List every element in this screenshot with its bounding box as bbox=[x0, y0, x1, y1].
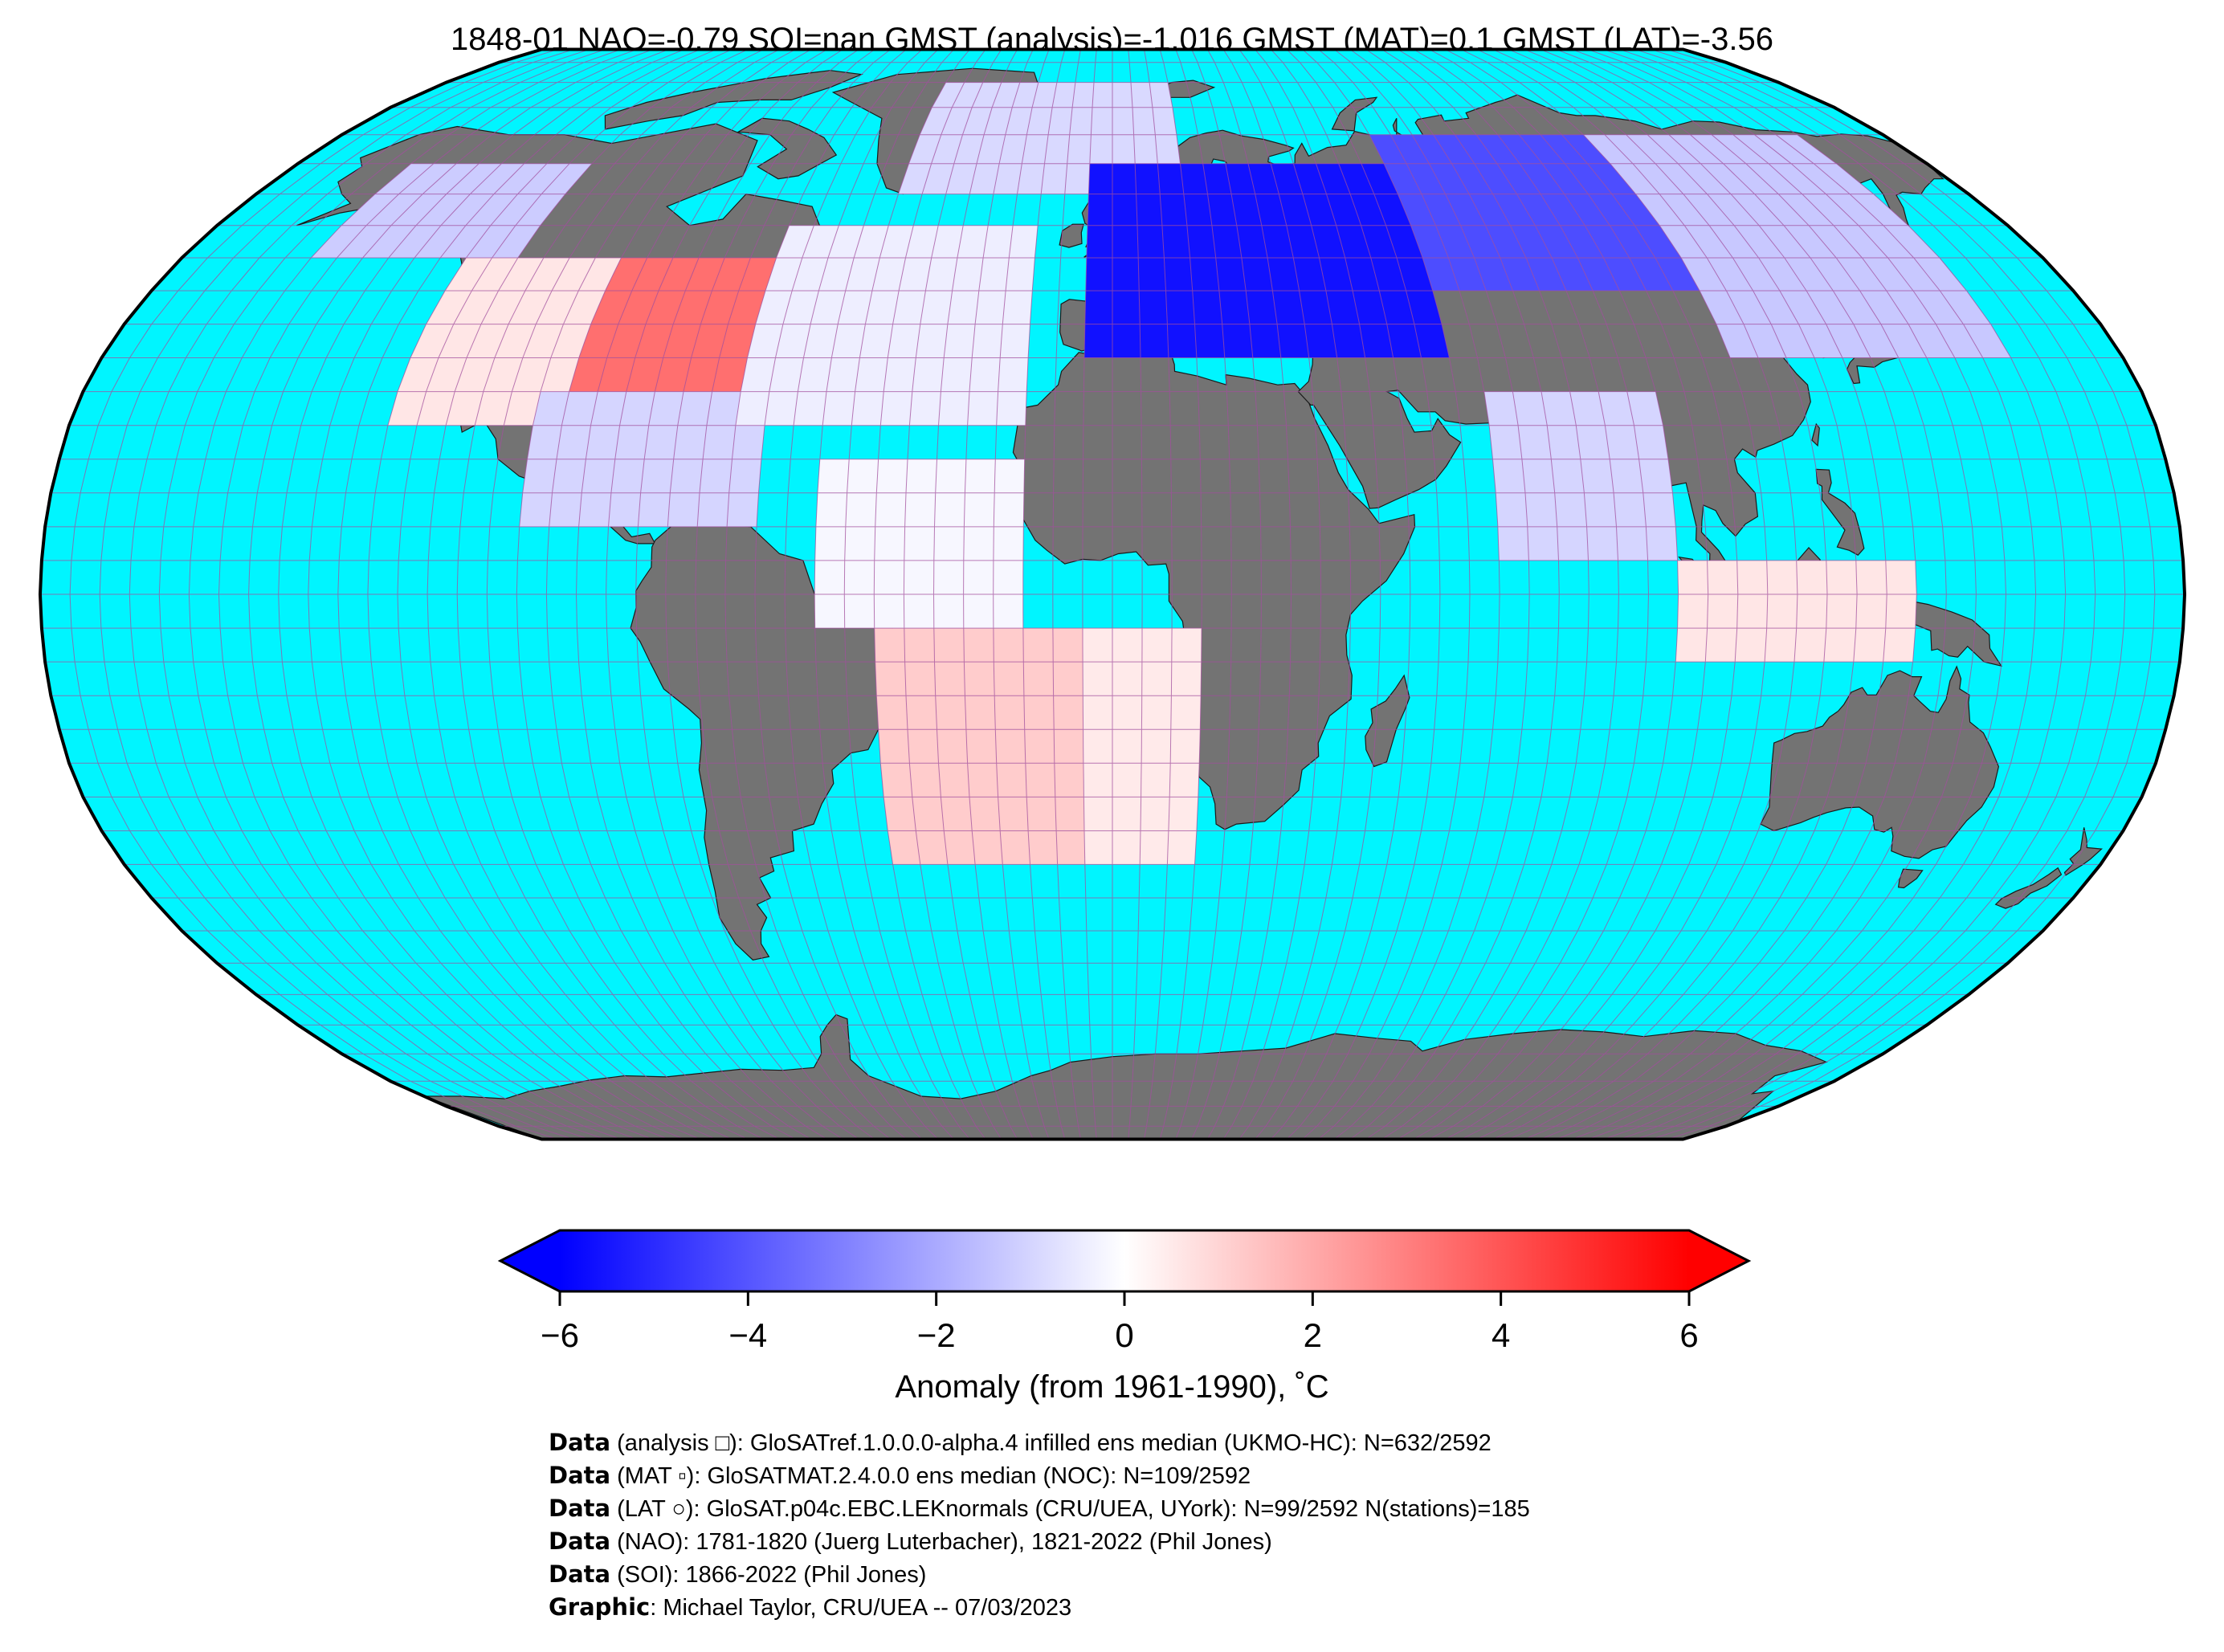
landmass-africa bbox=[1008, 344, 1416, 830]
anomaly-cell-region bbox=[874, 628, 1085, 865]
credit-key: Data bbox=[549, 1429, 611, 1456]
credit-line: Data (NAO): 1781-1820 (Juerg Luterbacher… bbox=[549, 1525, 2075, 1558]
credit-key: Data bbox=[549, 1528, 611, 1555]
credit-key: Graphic bbox=[549, 1593, 651, 1621]
anomaly-map bbox=[38, 47, 2187, 1141]
credit-line: Data (analysis □): GloSATref.1.0.0.0-alp… bbox=[549, 1426, 2075, 1459]
colorbar-ticks bbox=[558, 1291, 1691, 1306]
credit-text: : Michael Taylor, CRU/UEA -- 07/03/2023 bbox=[650, 1595, 1072, 1621]
landmass-australia bbox=[1760, 665, 2000, 859]
colorbar-tick-label: 0 bbox=[1115, 1316, 1134, 1354]
credit-line: Data (MAT ▫): GloSATMAT.2.4.0.0 ens medi… bbox=[549, 1459, 2075, 1492]
colorbar-tick-label: 6 bbox=[1679, 1316, 1699, 1354]
colorbar-gradient bbox=[560, 1230, 1689, 1291]
data-credits: Data (analysis □): GloSATref.1.0.0.0-alp… bbox=[549, 1426, 2075, 1624]
landmass-novaya-zemlya bbox=[1331, 96, 1378, 132]
landmass-ireland bbox=[1059, 223, 1084, 248]
credit-text: (analysis □): GloSATref.1.0.0.0-alpha.4 … bbox=[610, 1430, 1492, 1456]
anomaly-cell-region bbox=[1084, 163, 1450, 358]
credit-text: (LAT ○): GloSAT.p04c.EBC.LEKnormals (CRU… bbox=[610, 1496, 1530, 1522]
colorbar-tick-label: −2 bbox=[916, 1316, 956, 1354]
colorbar bbox=[497, 1229, 1752, 1306]
credit-text: (MAT ▫): GloSATMAT.2.4.0.0 ens median (N… bbox=[610, 1463, 1251, 1489]
anomaly-cell-region bbox=[311, 163, 592, 258]
landmass-arctic-canada bbox=[604, 70, 863, 130]
colorbar-max-extension bbox=[1689, 1230, 1749, 1291]
landmass-tasmania bbox=[1897, 868, 1924, 889]
credit-line: Data (LAT ○): GloSAT.p04c.EBC.LEKnormals… bbox=[549, 1492, 2075, 1525]
anomaly-cell-region bbox=[1483, 391, 1678, 561]
credit-line: Graphic: Michael Taylor, CRU/UEA -- 07/0… bbox=[549, 1591, 2075, 1624]
colorbar-tick-label: −6 bbox=[541, 1316, 579, 1354]
colorbar-min-extension bbox=[500, 1230, 560, 1291]
colorbar-tick-label: 4 bbox=[1491, 1316, 1511, 1354]
colorbar-tick-label: −4 bbox=[728, 1316, 768, 1354]
credit-text: (NAO): 1781-1820 (Juerg Luterbacher), 18… bbox=[610, 1529, 1272, 1555]
landmass-taiwan bbox=[1811, 422, 1820, 447]
anomaly-cell-region bbox=[814, 459, 1025, 629]
colorbar-tick-label: 2 bbox=[1303, 1316, 1322, 1354]
graticule-lines bbox=[40, 49, 2185, 1140]
credit-text: (SOI): 1866-2022 (Phil Jones) bbox=[610, 1562, 927, 1588]
anomaly-cell-region bbox=[1583, 134, 2011, 358]
map-border bbox=[38, 47, 2187, 1141]
credit-line: Data (SOI): 1866-2022 (Phil Jones) bbox=[549, 1558, 2075, 1591]
colorbar-label: Anomaly (from 1961-1990), ˚C bbox=[895, 1369, 1329, 1405]
credit-key: Data bbox=[549, 1462, 611, 1489]
anomaly-cell-region bbox=[387, 258, 622, 426]
graticule bbox=[40, 49, 2185, 1140]
anomaly-cell-region bbox=[735, 225, 1039, 426]
anomaly-cell-region bbox=[1369, 134, 1700, 291]
landmass-madagascar bbox=[1365, 674, 1410, 768]
credit-key: Data bbox=[549, 1560, 611, 1588]
credit-key: Data bbox=[549, 1495, 611, 1522]
